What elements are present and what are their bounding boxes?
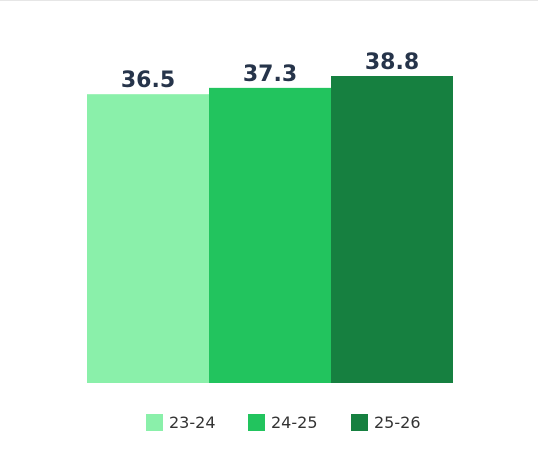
top-border xyxy=(0,0,538,1)
legend-swatch-23-24 xyxy=(146,414,163,431)
data-label-24-25: 37.3 xyxy=(243,62,297,87)
bar-24-25 xyxy=(209,87,331,383)
bars-group xyxy=(87,76,453,383)
bar-25-26 xyxy=(331,76,453,383)
legend-label-24-25: 24-25 xyxy=(271,413,318,432)
bar-23-24 xyxy=(87,94,209,383)
legend-swatch-24-25 xyxy=(248,414,265,431)
legend-label-25-26: 25-26 xyxy=(374,413,421,432)
legend-label-23-24: 23-24 xyxy=(169,413,216,432)
data-label-23-24: 36.5 xyxy=(121,68,175,93)
legend-swatch-25-26 xyxy=(351,414,368,431)
legend: 23-24 24-25 25-26 xyxy=(146,413,421,432)
data-label-25-26: 38.8 xyxy=(365,50,419,75)
data-labels-group: 36.5 37.3 38.8 xyxy=(121,50,419,93)
